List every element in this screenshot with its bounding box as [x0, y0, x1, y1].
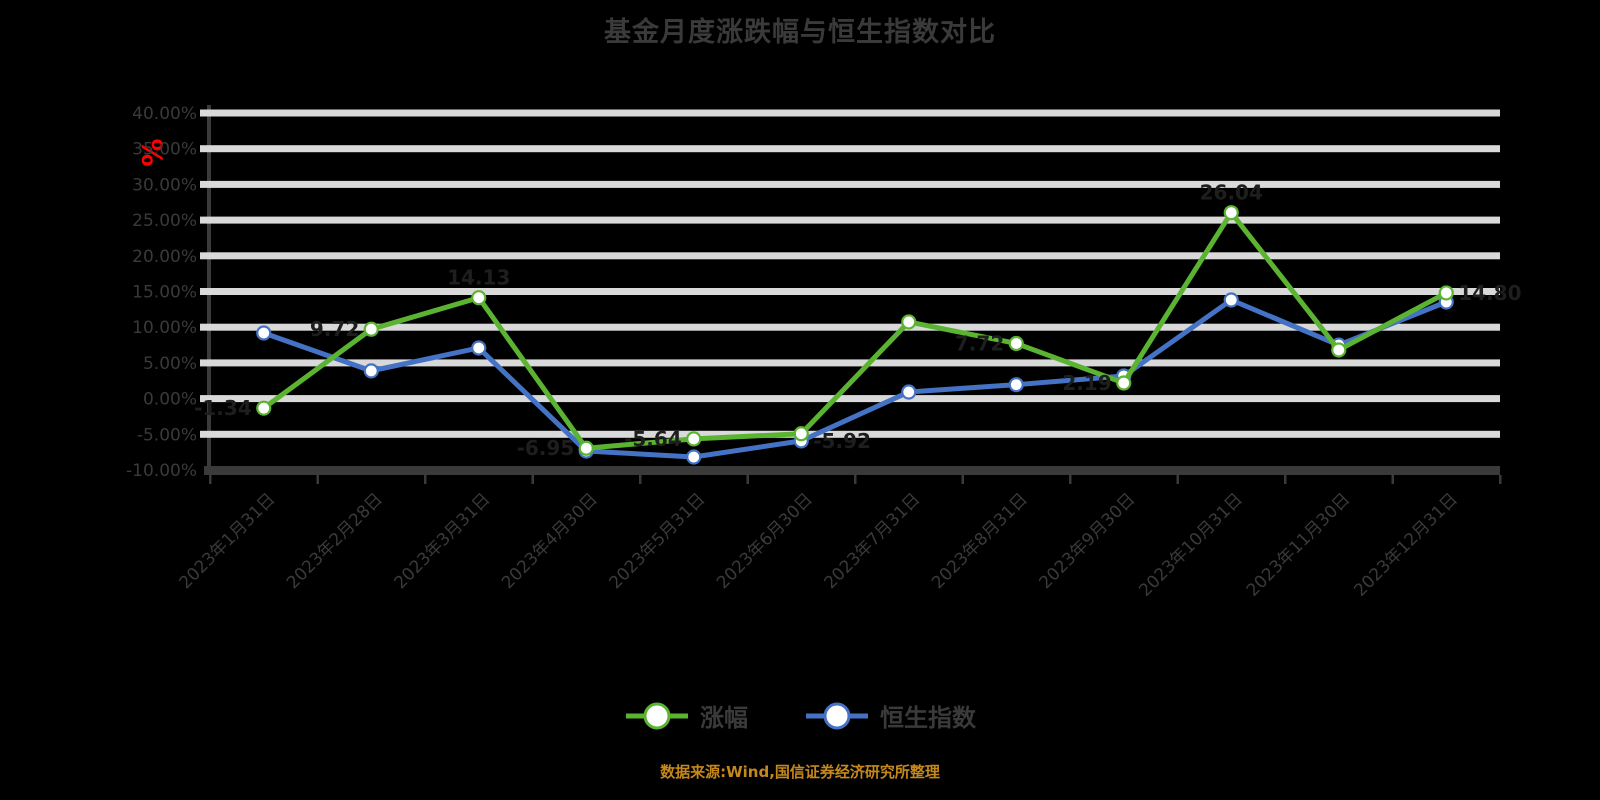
y-tick-label: 20.00%: [132, 247, 197, 267]
gridline: [200, 359, 1500, 367]
x-axis-tick: [854, 475, 857, 484]
x-axis-label: 2023年4月30日: [498, 489, 602, 593]
x-axis-label: 2023年3月31日: [391, 489, 495, 593]
gridline: [200, 180, 1500, 188]
gridline: [200, 216, 1500, 224]
data-label: -5.92: [813, 429, 871, 453]
gridline: [200, 395, 1500, 403]
y-tick-label: 30.00%: [132, 175, 197, 195]
data-point-恒生指数: [901, 384, 917, 400]
legend-item-series-green: 涨幅: [624, 698, 748, 733]
data-point-涨幅: [1331, 342, 1347, 358]
series-line-恒生指数: [261, 297, 1449, 460]
x-axis-tick: [1499, 475, 1502, 484]
x-axis-tick: [1069, 475, 1072, 484]
gridline: [200, 252, 1500, 260]
x-axis-label: 2023年1月31日: [176, 489, 280, 593]
y-tick-label: 25.00%: [132, 211, 197, 231]
data-label: 9.72: [310, 317, 359, 341]
chart-title: 基金月度涨跌幅与恒生指数对比: [604, 17, 996, 48]
x-axis-label: 2023年9月30日: [1036, 489, 1140, 593]
x-axis-tick: [961, 475, 964, 484]
data-point-涨幅: [1008, 335, 1024, 352]
y-tick-label: 0.00%: [143, 390, 197, 410]
data-point-涨幅: [363, 321, 379, 337]
data-label: 14.80: [1458, 281, 1521, 305]
x-axis-label: 2023年8月31日: [928, 489, 1032, 593]
data-point-涨幅: [256, 400, 272, 416]
gridline: [200, 109, 1500, 117]
source-caption: 数据来源:Wind,国信证券经济研究所整理: [660, 763, 940, 781]
data-point-涨幅: [901, 314, 917, 330]
data-point-恒生指数: [471, 340, 487, 356]
x-axis-label: 2023年2月28日: [283, 489, 387, 593]
x-axis-tick: [316, 475, 319, 484]
data-point-涨幅: [471, 290, 487, 306]
data-label: 26.04: [1200, 181, 1263, 205]
x-axis-label: 2023年6月30日: [713, 489, 817, 593]
data-point-恒生指数: [1008, 377, 1024, 393]
x-axis-tick: [531, 475, 534, 484]
x-axis-label: 2023年10月31日: [1135, 489, 1246, 600]
legend-circle-green: [643, 702, 671, 729]
x-axis-tick: [424, 475, 427, 484]
legend-marker-green: [626, 702, 688, 729]
x-axis-label: 2023年5月31日: [606, 489, 710, 593]
y-tick-label: 40.00%: [132, 104, 197, 124]
y-tick-label: 5.00%: [143, 354, 197, 374]
x-axis-label: 2023年11月30日: [1243, 489, 1354, 600]
x-axis-line: [204, 466, 1500, 475]
x-axis-label: 2023年12月31日: [1350, 489, 1461, 600]
data-label: -6.95: [517, 436, 575, 460]
y-tick-label: 35.00%: [132, 140, 197, 160]
x-axis-tick: [639, 475, 642, 484]
data-label: 7.72: [955, 331, 1004, 355]
data-point-恒生指数: [686, 449, 702, 465]
y-tick-label: 15.00%: [132, 283, 197, 303]
series-line-涨幅: [261, 210, 1449, 451]
x-axis-tick: [1391, 475, 1394, 484]
data-point-涨幅: [1223, 205, 1239, 221]
x-axis-tick: [1176, 475, 1179, 484]
gridline: [200, 288, 1500, 295]
line-chart: 40.00% 35.00% 30.00% 25.00% 20.00% 15.00% 10.0…: [126, 104, 1521, 601]
x-axis-tick: [1284, 475, 1287, 484]
y-tick-label: -5.00%: [137, 425, 197, 445]
x-axis-tick: [209, 475, 212, 484]
legend-label-blue: 恒生指数: [880, 704, 976, 732]
data-point-涨幅: [578, 440, 594, 456]
data-point-恒生指数: [363, 363, 379, 379]
legend-marker-blue: [806, 702, 868, 729]
legend-label-green: 涨幅: [700, 704, 748, 732]
y-tick-label: -10.00%: [126, 461, 197, 481]
data-point-涨幅: [1438, 285, 1454, 301]
x-axis-label: 2023年7月31日: [821, 489, 925, 593]
gridline: [200, 145, 1500, 153]
gridline: [200, 323, 1500, 331]
data-point-涨幅: [793, 426, 809, 442]
data-point-恒生指数: [256, 325, 272, 341]
y-tick-label: 10.00%: [132, 318, 197, 338]
data-label: 14.13: [447, 266, 510, 290]
legend: 涨幅 恒生指数: [0, 698, 1600, 733]
data-label: -1.34: [194, 396, 252, 420]
data-label: 2.19: [1062, 371, 1111, 395]
data-point-恒生指数: [1223, 292, 1239, 308]
legend-circle-blue: [823, 702, 851, 729]
data-label: -5.64: [624, 427, 682, 451]
legend-item-series-blue: 恒生指数: [804, 698, 976, 733]
gridline: [200, 430, 1500, 438]
x-axis-tick: [746, 475, 749, 484]
data-point-涨幅: [686, 431, 702, 447]
data-point-涨幅: [1116, 375, 1132, 391]
